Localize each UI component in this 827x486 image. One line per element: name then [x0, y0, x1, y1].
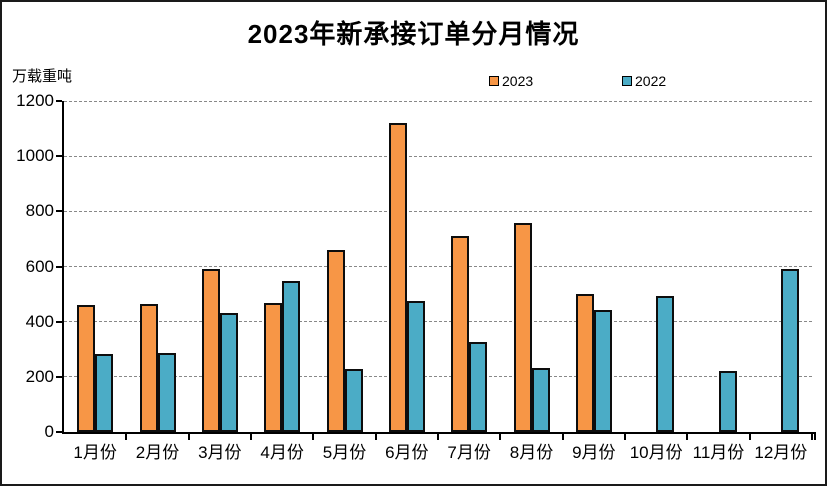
x-axis-tick — [312, 434, 315, 440]
y-axis-tick — [56, 155, 62, 158]
x-axis-extension — [812, 432, 816, 434]
x-axis-label: 2月份 — [135, 443, 180, 462]
bar-2022-6月份 — [406, 300, 425, 432]
gridline — [64, 100, 812, 102]
y-axis-tick-label: 1200 — [16, 91, 54, 110]
x-axis-label: 3月份 — [198, 443, 242, 462]
gridline — [64, 210, 812, 212]
bar-2022-8月份 — [531, 367, 550, 432]
x-axis-tick — [686, 434, 689, 440]
x-axis-label: 10月份 — [629, 443, 683, 462]
legend-label-2022: 2022 — [635, 73, 667, 89]
x-axis-tick — [561, 434, 564, 440]
bar-2023-9月份 — [575, 293, 594, 432]
x-axis-label: 5月份 — [322, 443, 367, 462]
legend-swatch-2022-icon — [622, 76, 632, 86]
x-axis-label: 6月份 — [385, 443, 429, 462]
x-axis-tick — [748, 434, 751, 440]
bar-2022-11月份 — [718, 371, 737, 432]
x-axis-tick — [250, 434, 252, 440]
x-axis-tick — [811, 434, 813, 440]
legend-item-2023: 2023 — [489, 74, 533, 88]
legend-label-2023: 2023 — [502, 73, 534, 89]
y-axis-tick-label: 1000 — [16, 146, 54, 166]
plot-area: 0 200 400 600 800 1000 1200 1月份 2月份 3月份 4月份 5月份 6月份 7… — [16, 91, 816, 462]
x-axis-tick — [499, 434, 502, 440]
y-axis-tick — [56, 375, 62, 378]
x-axis-end-tick — [814, 434, 816, 440]
bar-2022-4月份 — [282, 281, 301, 432]
x-axis-label: 4月份 — [260, 443, 304, 462]
gridline — [64, 321, 812, 323]
y-axis-tick — [56, 210, 62, 213]
y-axis-tick — [56, 265, 62, 268]
x-axis-label: 1月份 — [73, 443, 117, 462]
bar-2022-12月份 — [780, 268, 799, 432]
bar-2022-10月份 — [656, 295, 675, 432]
bar-2023-4月份 — [264, 303, 283, 432]
bar-2022-1月份 — [95, 353, 114, 432]
bar-2023-3月份 — [201, 268, 220, 432]
bar-2022-5月份 — [344, 368, 363, 432]
y-axis-tick — [56, 320, 62, 323]
y-axis-tick-label: 0 — [44, 422, 54, 441]
x-axis-label: 7月份 — [447, 443, 491, 462]
y-axis-tick — [56, 431, 62, 433]
bar-2023-5月份 — [326, 250, 345, 432]
x-axis-tick — [437, 434, 439, 440]
y-axis-tick-label: 600 — [25, 256, 54, 276]
x-axis-label: 12月份 — [754, 443, 808, 462]
x-axis-tick — [187, 434, 190, 440]
chart-title: 2023年新承接订单分月情况 — [247, 19, 580, 49]
y-axis-tick-label: 400 — [25, 311, 54, 331]
y-axis-tick — [56, 100, 62, 102]
x-axis-tick — [624, 434, 626, 440]
y-axis-tick-label: 800 — [25, 201, 54, 221]
gridline — [64, 266, 812, 267]
bar-2023-2月份 — [139, 304, 158, 432]
bar-2022-2月份 — [157, 353, 176, 432]
gridline — [64, 155, 812, 157]
y-axis-tick-label: 200 — [25, 366, 54, 386]
x-axis-tick — [125, 434, 128, 440]
y-axis-unit-label: 万载重吨 — [12, 68, 73, 85]
gridline — [64, 376, 812, 378]
bar-2023-6月份 — [388, 122, 407, 432]
bar-2022-7月份 — [469, 341, 488, 432]
x-axis-tick — [374, 434, 377, 440]
bar-2023-8月份 — [513, 223, 532, 432]
legend-swatch-2023-icon — [489, 76, 499, 86]
bar-2023-7月份 — [451, 236, 470, 432]
bar-2023-1月份 — [77, 305, 96, 432]
bar-2022-3月份 — [219, 313, 238, 432]
bar-2022-9月份 — [593, 310, 612, 432]
x-axis-label: 8月份 — [509, 443, 554, 462]
x-axis-label: 11月份 — [692, 443, 745, 462]
x-axis-label: 9月份 — [572, 443, 616, 462]
legend-item-2022: 2022 — [622, 74, 666, 88]
